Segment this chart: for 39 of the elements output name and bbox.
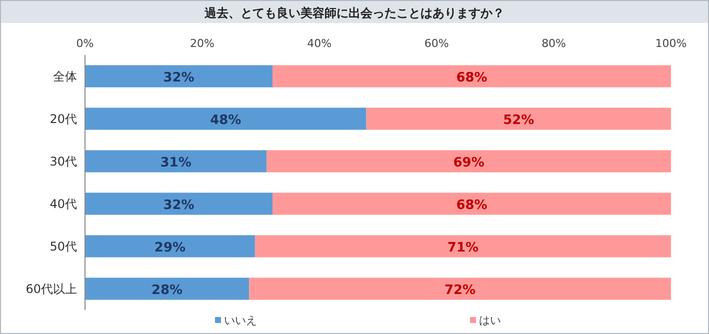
bar bbox=[272, 65, 671, 88]
bar bbox=[85, 235, 255, 258]
bar bbox=[254, 235, 671, 258]
y-tick-label: 60代以上 bbox=[26, 282, 77, 296]
y-tick-label: 40代 bbox=[50, 196, 77, 211]
y-tick-label: 20代 bbox=[50, 112, 77, 126]
data-label: 68% bbox=[456, 198, 488, 213]
data-label: 32% bbox=[163, 198, 194, 213]
x-tick-label: 80% bbox=[542, 37, 566, 50]
x-tick-label: 20% bbox=[190, 37, 214, 50]
bar bbox=[366, 108, 671, 130]
chart-title: 過去、とても良い美容師に出会ったことはありますか？ bbox=[204, 6, 504, 20]
data-label: 31% bbox=[160, 155, 192, 170]
bar bbox=[85, 65, 273, 88]
y-tick-label: 全体 bbox=[53, 69, 77, 84]
bar bbox=[85, 108, 366, 130]
y-tick-label: 50代 bbox=[50, 239, 77, 254]
y-tick-label: 30代 bbox=[50, 154, 77, 168]
data-label: 68% bbox=[456, 70, 488, 86]
bar bbox=[85, 150, 267, 172]
legend-label: いいえ bbox=[224, 314, 257, 327]
data-label: 32% bbox=[163, 70, 194, 86]
x-tick-label: 60% bbox=[424, 37, 449, 50]
bar bbox=[249, 278, 671, 300]
data-label: 28% bbox=[151, 282, 183, 298]
bar bbox=[272, 192, 671, 215]
data-label: 69% bbox=[453, 155, 484, 170]
data-label: 72% bbox=[444, 282, 476, 298]
x-tick-label: 40% bbox=[307, 37, 332, 50]
data-label: 48% bbox=[210, 112, 242, 128]
x-tick-label: 100% bbox=[655, 37, 687, 50]
bar bbox=[85, 278, 250, 300]
data-label: 52% bbox=[503, 112, 534, 128]
bar bbox=[85, 192, 273, 215]
bar bbox=[266, 150, 671, 172]
data-label: 71% bbox=[447, 240, 479, 256]
legend-label: はい bbox=[479, 314, 501, 327]
x-tick-label: 0% bbox=[76, 37, 94, 50]
data-label: 29% bbox=[154, 240, 186, 256]
